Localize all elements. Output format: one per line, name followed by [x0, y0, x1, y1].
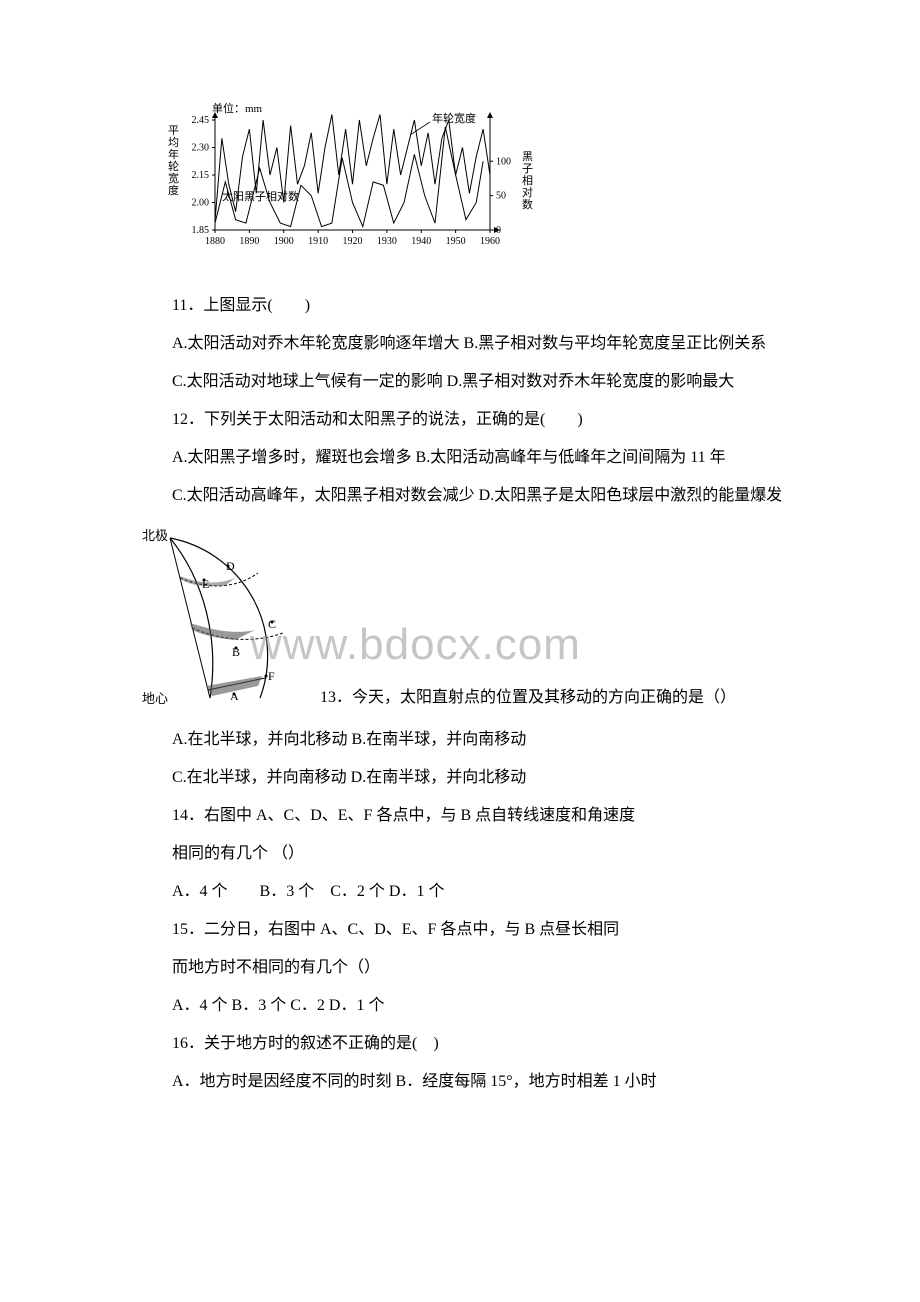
svg-text:1940: 1940: [411, 236, 431, 247]
svg-text:2.45: 2.45: [192, 115, 210, 126]
svg-text:子: 子: [522, 162, 533, 175]
svg-text:2.15: 2.15: [192, 170, 210, 181]
q14-stem: 14．右图中 A、C、D、E、F 各点中，与 B 点自转线速度和角速度: [140, 800, 790, 832]
svg-text:1950: 1950: [446, 236, 466, 247]
svg-text:1880: 1880: [205, 236, 225, 247]
svg-text:数: 数: [522, 198, 533, 211]
q12-opt-cd: C.太阳活动高峰年，太阳黑子相对数会减少 D.太阳黑子是太阳色球层中激烈的能量爆…: [140, 480, 790, 512]
q13-stem: 13．今天，太阳直射点的位置及其移动的方向正确的是（）: [320, 682, 736, 718]
svg-text:A: A: [230, 689, 239, 703]
svg-text:北极: 北极: [142, 528, 168, 543]
q11-stem: 11．上图显示( ): [140, 290, 790, 322]
globe-diagram: 北极 地心 D E C B F A: [140, 518, 320, 718]
svg-text:100: 100: [496, 156, 511, 167]
svg-text:1920: 1920: [343, 236, 363, 247]
svg-text:地心: 地心: [142, 691, 168, 706]
svg-text:1910: 1910: [308, 236, 328, 247]
svg-text:2.00: 2.00: [192, 198, 210, 209]
q12-stem: 12．下列关于太阳活动和太阳黑子的说法，正确的是( ): [140, 404, 790, 436]
svg-text:1960: 1960: [480, 236, 500, 247]
svg-text:均: 均: [168, 136, 179, 149]
chart-left-axis-label-1: 平: [168, 125, 179, 137]
svg-text:1930: 1930: [377, 236, 397, 247]
q11-opt-cd: C.太阳活动对地球上气候有一定的影响 D.黑子相对数对乔木年轮宽度的影响最大: [140, 366, 790, 398]
chart-unit-label: 单位：mm: [212, 101, 263, 115]
chart-sunspot-label: 太阳黑子相对数: [222, 189, 299, 203]
svg-text:0: 0: [496, 225, 501, 236]
svg-text:宽: 宽: [168, 171, 179, 185]
q16-stem: 16．关于地方时的叙述不正确的是( ): [140, 1028, 790, 1060]
q14-stem2: 相同的有几个 （）: [140, 838, 790, 870]
q13-opt-cd: C.在北半球，并向南移动 D.在南半球，并向北移动: [140, 762, 790, 794]
svg-text:对: 对: [522, 185, 533, 199]
svg-text:2.30: 2.30: [192, 143, 210, 154]
chart-right-axis-label-1: 黑: [522, 150, 533, 163]
svg-text:年: 年: [168, 147, 179, 161]
q16-opt-ab: A．地方时是因经度不同的时刻 B．经度每隔 15°，地方时相差 1 小时: [140, 1066, 790, 1098]
q14-opts: A．4 个 B．3 个 C．2 个 D．1 个: [140, 876, 790, 908]
q15-stem: 15．二分日，右图中 A、C、D、E、F 各点中，与 B 点昼长相同: [140, 914, 790, 946]
tree-ring-sunspot-chart: 单位：mm 平 均 年 轮 宽 度 黑 子 相 对 数 2.45 2.30 2.15…: [160, 100, 540, 270]
svg-text:相: 相: [522, 174, 533, 187]
q13-opt-ab: A.在北半球，并向北移动 B.在南半球，并向南移动: [140, 724, 790, 756]
q12-opt-ab: A.太阳黑子增多时，耀斑也会增多 B.太阳活动高峰年与低峰年之间间隔为 11 年: [140, 442, 790, 474]
svg-text:50: 50: [496, 191, 506, 202]
svg-text:度: 度: [168, 183, 179, 197]
q15-opts: A．4 个 B．3 个 C．2 D．1 个: [140, 990, 790, 1022]
svg-text:轮: 轮: [168, 159, 179, 173]
q15-stem2: 而地方时不相同的有几个（）: [140, 952, 790, 984]
svg-text:1890: 1890: [239, 236, 259, 247]
svg-text:1.85: 1.85: [192, 225, 210, 236]
chart-ring-label: 年轮宽度: [432, 111, 476, 125]
svg-text:1900: 1900: [274, 236, 294, 247]
q11-opt-ab: A.太阳活动对乔木年轮宽度影响逐年增大 B.黑子相对数与平均年轮宽度呈正比例关系: [140, 328, 790, 360]
svg-text:F: F: [268, 669, 275, 683]
svg-text:C: C: [268, 617, 276, 631]
